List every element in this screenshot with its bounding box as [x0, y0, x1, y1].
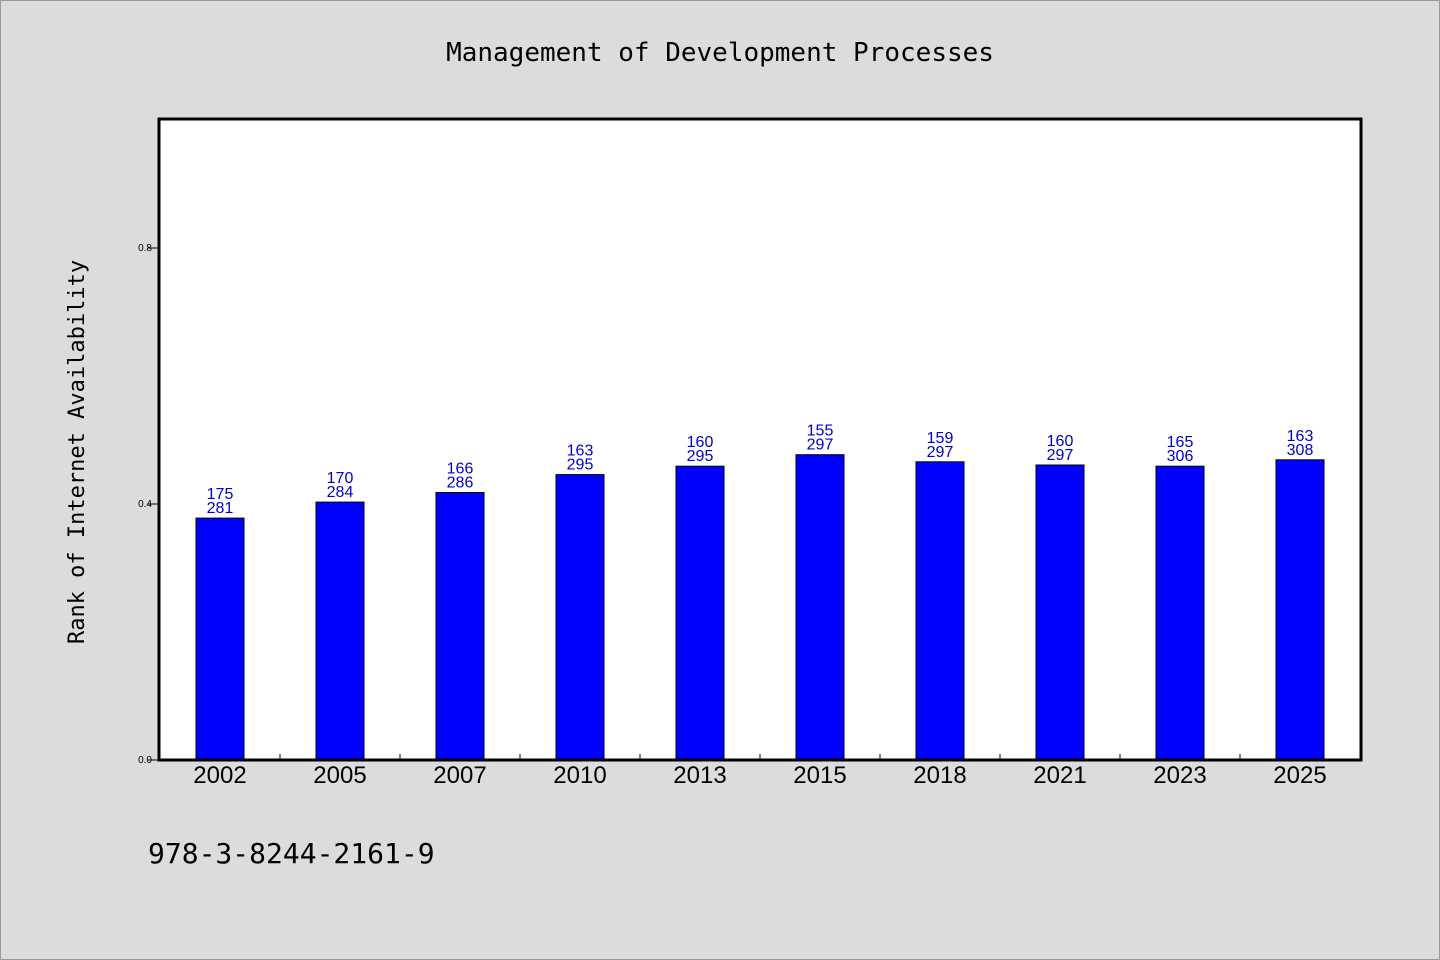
data-label-top-2025: 163 [1287, 428, 1314, 445]
data-label-top-2010: 163 [567, 443, 594, 460]
data-label-top-2005: 170 [327, 470, 354, 487]
bar-2002 [195, 517, 245, 761]
y-tick-label-2: 0.8 [138, 243, 152, 254]
x-tick-label-2013: 2013 [673, 762, 726, 789]
data-label-top-2023: 165 [1167, 434, 1194, 451]
data-label-bottom-2005: 284 [327, 484, 354, 501]
plot-border [157, 117, 1363, 762]
data-label-top-2013: 160 [687, 434, 714, 451]
x-tick-label-2007: 2007 [433, 762, 486, 789]
data-label-bottom-2021: 297 [1047, 447, 1074, 464]
x-tick-label-2015: 2015 [793, 762, 846, 789]
bar-2023 [1155, 465, 1205, 761]
isbn-footer: 978-3-8244-2161-9 [148, 837, 435, 870]
bar-2007 [435, 492, 485, 761]
x-tick-label-2010: 2010 [553, 762, 606, 789]
data-label-top-2002: 175 [207, 486, 234, 503]
x-tick-label-2002: 2002 [193, 762, 246, 789]
x-tick-label-2023: 2023 [1153, 762, 1206, 789]
y-axis-label: Rank of Internet Availability [65, 260, 90, 644]
bar-2015 [795, 454, 845, 761]
data-label-bottom-2015: 297 [807, 437, 834, 454]
data-label-top-2007: 166 [447, 461, 474, 478]
data-label-bottom-2018: 297 [927, 444, 954, 461]
x-tick-label-2021: 2021 [1033, 762, 1086, 789]
bar-2021 [1035, 464, 1085, 761]
data-label-top-2018: 159 [927, 430, 954, 447]
x-tick-label-2005: 2005 [313, 762, 366, 789]
data-label-bottom-2023: 306 [1167, 448, 1194, 465]
data-label-bottom-2007: 286 [447, 475, 474, 492]
data-label-bottom-2025: 308 [1287, 442, 1314, 459]
bar-2025 [1275, 459, 1325, 761]
x-tick-label-2018: 2018 [913, 762, 966, 789]
x-axis: 2002 2005 2007 2010 2013 2015 2018 2021 2023 2025 [193, 754, 1327, 789]
chart-title: Management of Development Processes [446, 38, 994, 68]
data-label-top-2021: 160 [1047, 433, 1074, 450]
y-tick-label-0: 0.0 [138, 755, 152, 766]
bar-2010 [555, 474, 605, 761]
data-label-top-2015: 155 [807, 423, 834, 440]
bars-group [195, 454, 1325, 761]
data-label-bottom-2002: 281 [207, 500, 234, 517]
x-tick-label-2025: 2025 [1273, 762, 1326, 789]
data-label-bottom-2010: 295 [567, 457, 594, 474]
bar-2013 [675, 465, 725, 761]
data-label-bottom-2013: 295 [687, 448, 714, 465]
y-axis: 0.0 0.4 0.8 [138, 243, 160, 766]
y-tick-label-1: 0.4 [138, 499, 152, 510]
bar-2018 [915, 461, 965, 761]
bar-2005 [315, 501, 365, 761]
